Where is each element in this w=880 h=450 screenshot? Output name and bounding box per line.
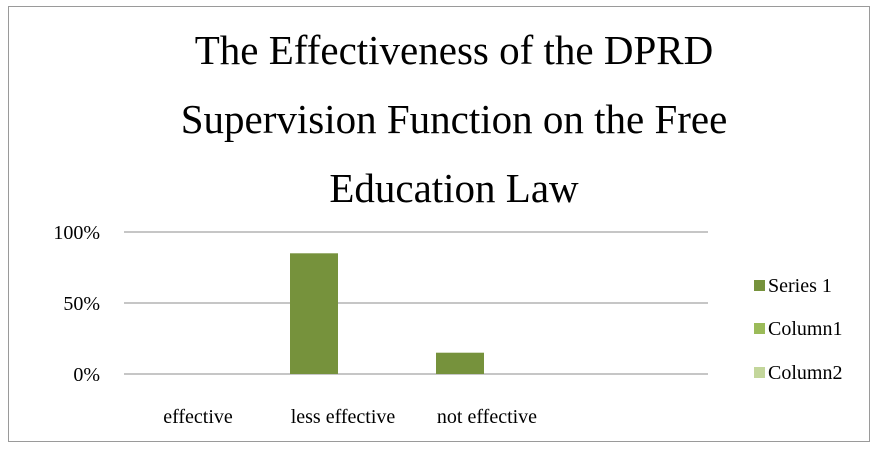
y-axis-ticks: 0% 50% 100% xyxy=(53,222,100,386)
legend-label: Column1 xyxy=(768,318,842,340)
x-category-label: not effective xyxy=(437,406,537,428)
chart-title-line-3: Education Law xyxy=(329,165,579,211)
chart-frame xyxy=(8,6,870,442)
legend: Series 1 Column1 Column2 xyxy=(754,275,842,384)
chart-title-line-1: The Effectiveness of the DPRD xyxy=(195,27,713,73)
legend-swatch xyxy=(754,323,765,334)
bar-not-effective xyxy=(436,352,484,374)
x-category-label: effective xyxy=(163,406,233,428)
gridlines xyxy=(124,231,708,375)
y-tick-label: 50% xyxy=(63,293,100,315)
bars xyxy=(290,253,484,374)
bar-less-effective xyxy=(290,253,338,374)
chart-title-line-2: Supervision Function on the Free xyxy=(181,96,728,142)
legend-label: Column2 xyxy=(768,362,842,384)
x-axis-categories: effective less effective not effective xyxy=(163,406,537,428)
legend-swatch xyxy=(754,280,765,291)
y-tick-label: 0% xyxy=(73,364,100,386)
legend-label: Series 1 xyxy=(768,275,832,297)
x-category-label: less effective xyxy=(291,406,396,428)
chart-title: The Effectiveness of the DPRD Supervision… xyxy=(181,27,728,211)
legend-swatch xyxy=(754,367,765,378)
y-tick-label: 100% xyxy=(53,222,100,244)
